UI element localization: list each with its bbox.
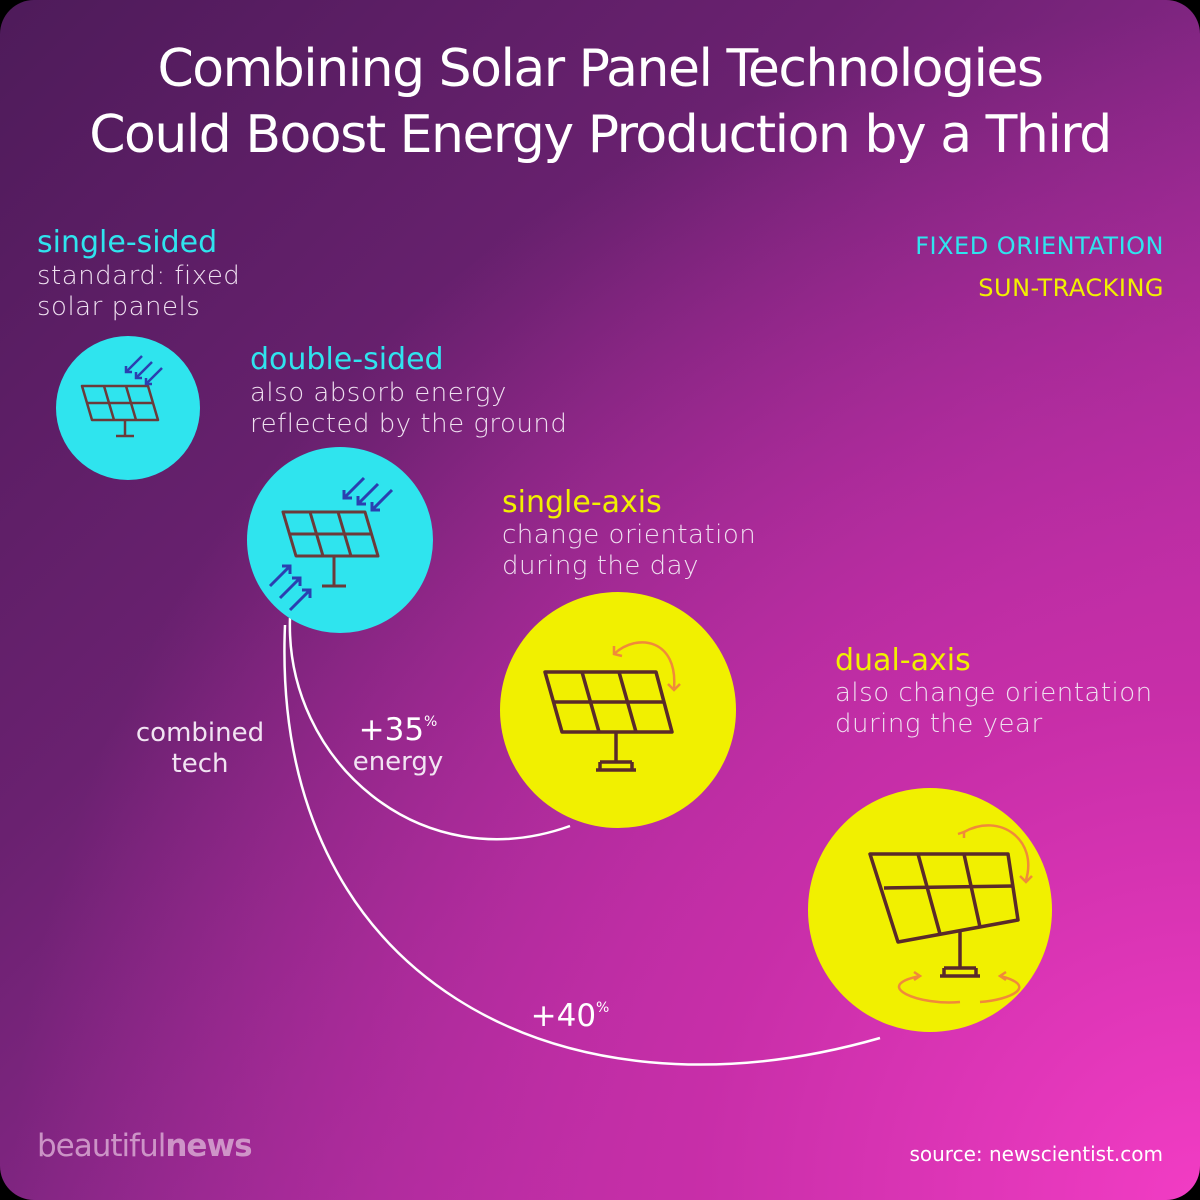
single-sided-icon — [56, 336, 200, 480]
gain-dual-axis: +40% — [520, 998, 620, 1034]
double-sided-desc-1: also absorb energy — [250, 378, 507, 408]
title-line-1: Combining Solar Panel Technologies — [157, 39, 1044, 99]
dual-axis-desc-2: during the year — [835, 709, 1043, 739]
single-sided-desc-2: solar panels — [37, 292, 201, 322]
gain-35-unit: % — [424, 714, 438, 730]
single-axis-title: single-axis — [502, 485, 662, 520]
combined-line-2: tech — [171, 749, 229, 779]
legend-fixed-orientation: FIXED ORIENTATION — [915, 232, 1164, 260]
brand-logo: beautifulnews — [37, 1128, 253, 1164]
connector-arc-35 — [288, 617, 571, 841]
single-sided-desc-1: standard: fixed — [37, 261, 241, 291]
legend-sun-tracking: SUN-TRACKING — [978, 274, 1164, 302]
gain-40-unit: % — [596, 1000, 610, 1016]
combined-line-1: combined — [135, 718, 265, 748]
single-axis-desc-2: during the day — [502, 551, 699, 581]
gain-40-value: +40 — [530, 998, 597, 1034]
dual-axis-icon — [808, 788, 1052, 1032]
double-sided-title: double-sided — [250, 342, 444, 377]
gain-35-value: +35 — [358, 712, 425, 748]
double-sided-icon — [247, 447, 433, 633]
dual-axis-title: dual-axis — [835, 643, 971, 678]
title-line-2: Could Boost Energy Production by a Third — [89, 105, 1112, 165]
brand-logo-part-a: beautiful — [37, 1128, 166, 1164]
brand-logo-part-b: news — [165, 1128, 252, 1164]
source-credit: source: newscientist.com — [909, 1142, 1163, 1166]
single-axis-desc-1: change orientation — [502, 520, 757, 550]
single-axis-icon — [500, 592, 736, 828]
gain-single-axis: +35% energy — [338, 712, 458, 776]
page-title: Combining Solar Panel Technologies Could… — [0, 36, 1200, 168]
connector-arc-40 — [283, 624, 881, 1066]
dual-axis-desc-1: also change orientation — [835, 678, 1153, 708]
single-sided-title: single-sided — [37, 225, 218, 260]
combined-tech-label: combined tech — [105, 718, 295, 780]
double-sided-desc-2: reflected by the ground — [250, 409, 568, 439]
gain-35-label: energy — [352, 747, 444, 777]
